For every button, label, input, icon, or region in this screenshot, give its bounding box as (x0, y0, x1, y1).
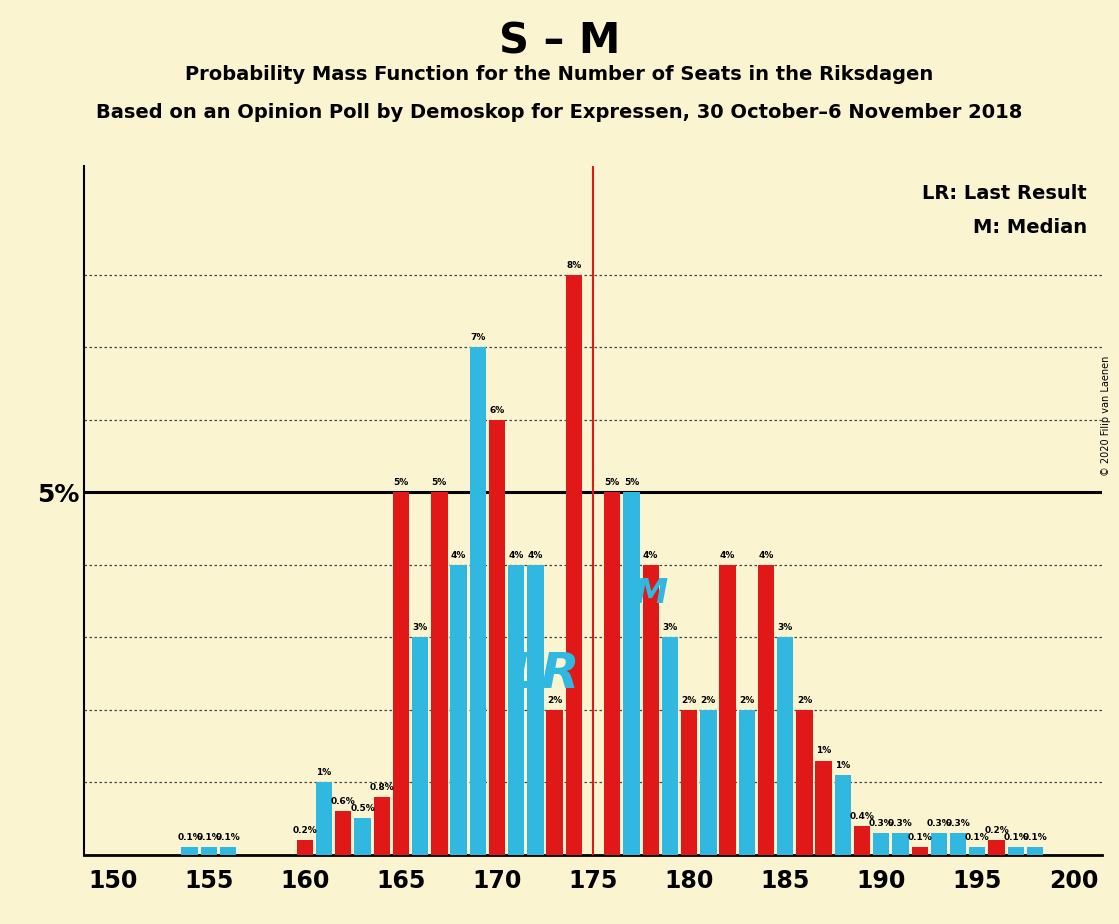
Text: 2%: 2% (740, 696, 754, 705)
Text: 3%: 3% (778, 624, 793, 632)
Text: 3%: 3% (662, 624, 677, 632)
Bar (892, 833, 909, 855)
Bar (797, 710, 812, 855)
Bar (969, 847, 986, 855)
Bar (873, 833, 890, 855)
Bar (681, 710, 697, 855)
Text: 1%: 1% (835, 761, 850, 770)
Bar (720, 565, 735, 855)
Text: 0.1%: 0.1% (1004, 833, 1028, 843)
Text: LR: LR (510, 650, 581, 698)
Text: 0.1%: 0.1% (1023, 833, 1047, 843)
Bar (181, 847, 198, 855)
Text: 4%: 4% (720, 551, 735, 560)
Text: 0.1%: 0.1% (908, 833, 932, 843)
Text: 7%: 7% (470, 334, 486, 343)
Bar (431, 492, 448, 855)
Bar (931, 833, 947, 855)
Text: 0.1%: 0.1% (197, 833, 222, 843)
Bar (758, 565, 774, 855)
Bar (604, 492, 620, 855)
Text: 5%: 5% (393, 479, 408, 487)
Bar (374, 796, 389, 855)
Bar (1007, 847, 1024, 855)
Text: 2%: 2% (797, 696, 812, 705)
Bar (661, 638, 678, 855)
Bar (200, 847, 217, 855)
Bar (950, 833, 967, 855)
Bar (912, 847, 928, 855)
Text: 0.1%: 0.1% (216, 833, 241, 843)
Bar (412, 638, 429, 855)
Text: 2%: 2% (547, 696, 562, 705)
Text: 1%: 1% (816, 747, 831, 756)
Bar (393, 492, 410, 855)
Bar (835, 775, 852, 855)
Text: 0.4%: 0.4% (849, 811, 874, 821)
Bar (219, 847, 236, 855)
Bar (335, 811, 351, 855)
Bar (546, 710, 563, 855)
Text: 2%: 2% (681, 696, 697, 705)
Text: M: Median: M: Median (972, 218, 1087, 237)
Text: S – M: S – M (499, 20, 620, 62)
Bar (642, 565, 659, 855)
Text: 4%: 4% (451, 551, 467, 560)
Text: 4%: 4% (643, 551, 658, 560)
Bar (988, 840, 1005, 855)
Text: 8%: 8% (566, 261, 582, 270)
Bar (355, 819, 370, 855)
Bar (489, 419, 505, 855)
Text: 2%: 2% (700, 696, 716, 705)
Text: 4%: 4% (508, 551, 524, 560)
Bar (451, 565, 467, 855)
Text: 0.6%: 0.6% (331, 797, 356, 806)
Bar (1027, 847, 1043, 855)
Bar (700, 710, 716, 855)
Text: Based on an Opinion Poll by Demoskop for Expressen, 30 October–6 November 2018: Based on an Opinion Poll by Demoskop for… (96, 103, 1023, 123)
Bar (777, 638, 793, 855)
Text: 0.3%: 0.3% (927, 819, 951, 828)
Text: 0.8%: 0.8% (369, 783, 394, 792)
Text: 1%: 1% (317, 768, 331, 777)
Text: 0.2%: 0.2% (985, 826, 1009, 835)
Bar (297, 840, 313, 855)
Text: 0.1%: 0.1% (965, 833, 989, 843)
Text: 4%: 4% (759, 551, 773, 560)
Text: 6%: 6% (489, 406, 505, 415)
Bar (854, 826, 871, 855)
Bar (527, 565, 544, 855)
Text: 0.1%: 0.1% (177, 833, 201, 843)
Text: 0.3%: 0.3% (868, 819, 894, 828)
Bar (623, 492, 640, 855)
Text: 4%: 4% (528, 551, 543, 560)
Bar (508, 565, 525, 855)
Bar (816, 760, 831, 855)
Text: 5%: 5% (432, 479, 446, 487)
Text: LR: Last Result: LR: Last Result (922, 184, 1087, 202)
Text: 5%: 5% (604, 479, 620, 487)
Bar (566, 275, 582, 855)
Text: M: M (634, 578, 667, 611)
Text: 0.5%: 0.5% (350, 805, 375, 813)
Text: Probability Mass Function for the Number of Seats in the Riksdagen: Probability Mass Function for the Number… (186, 65, 933, 84)
Text: © 2020 Filip van Laenen: © 2020 Filip van Laenen (1101, 356, 1111, 476)
Text: 0.3%: 0.3% (888, 819, 913, 828)
Bar (739, 710, 755, 855)
Bar (470, 347, 486, 855)
Bar (316, 783, 332, 855)
Text: 3%: 3% (413, 624, 427, 632)
Text: 0.2%: 0.2% (292, 826, 318, 835)
Text: 5%: 5% (624, 479, 639, 487)
Text: 0.3%: 0.3% (946, 819, 970, 828)
